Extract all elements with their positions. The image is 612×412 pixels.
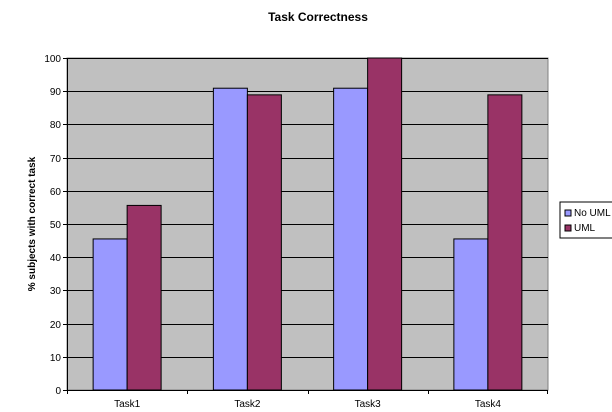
y-tick-label: 60 bbox=[50, 187, 62, 198]
legend-label: UML bbox=[574, 223, 596, 234]
legend-box bbox=[559, 201, 612, 239]
y-tick-label: 90 bbox=[50, 87, 62, 98]
bar-no-uml-task2 bbox=[212, 87, 248, 391]
y-tick-label: 10 bbox=[50, 353, 62, 364]
y-tick-label: 80 bbox=[50, 120, 62, 131]
bar-uml-task4 bbox=[487, 94, 523, 391]
bar-uml-task2 bbox=[246, 94, 282, 391]
chart-title: Task Correctness bbox=[268, 10, 368, 24]
legend-label: No UML bbox=[574, 208, 611, 219]
bar-no-uml-task3 bbox=[333, 87, 369, 391]
bar-uml-task3 bbox=[367, 57, 403, 391]
y-tick-label: 40 bbox=[50, 253, 62, 264]
x-tick-label: Task4 bbox=[475, 399, 502, 410]
y-axis: 0 10 20 30 40 50 60 70 80 90 100 bbox=[44, 54, 68, 397]
y-tick-label: 50 bbox=[50, 220, 62, 231]
bar-no-uml-task1 bbox=[92, 238, 128, 391]
y-axis-label: % subjects with correct task bbox=[27, 156, 38, 291]
y-tick-label: 0 bbox=[55, 386, 61, 397]
bar-uml-task1 bbox=[126, 204, 162, 391]
x-tick-label: Task3 bbox=[355, 399, 382, 410]
y-tick-label: 30 bbox=[50, 286, 62, 297]
y-tick-label: 20 bbox=[50, 320, 62, 331]
x-tick-label: Task1 bbox=[114, 399, 141, 410]
legend: No UML UML bbox=[559, 201, 612, 239]
x-axis: Task1 Task2 Task3 Task4 bbox=[67, 390, 548, 410]
bar-no-uml-task4 bbox=[453, 238, 489, 391]
legend-swatch bbox=[564, 209, 572, 217]
x-tick-label: Task2 bbox=[234, 399, 261, 410]
legend-swatch bbox=[564, 224, 572, 232]
y-tick-label: 70 bbox=[50, 154, 62, 165]
y-tick-label: 100 bbox=[44, 54, 61, 65]
